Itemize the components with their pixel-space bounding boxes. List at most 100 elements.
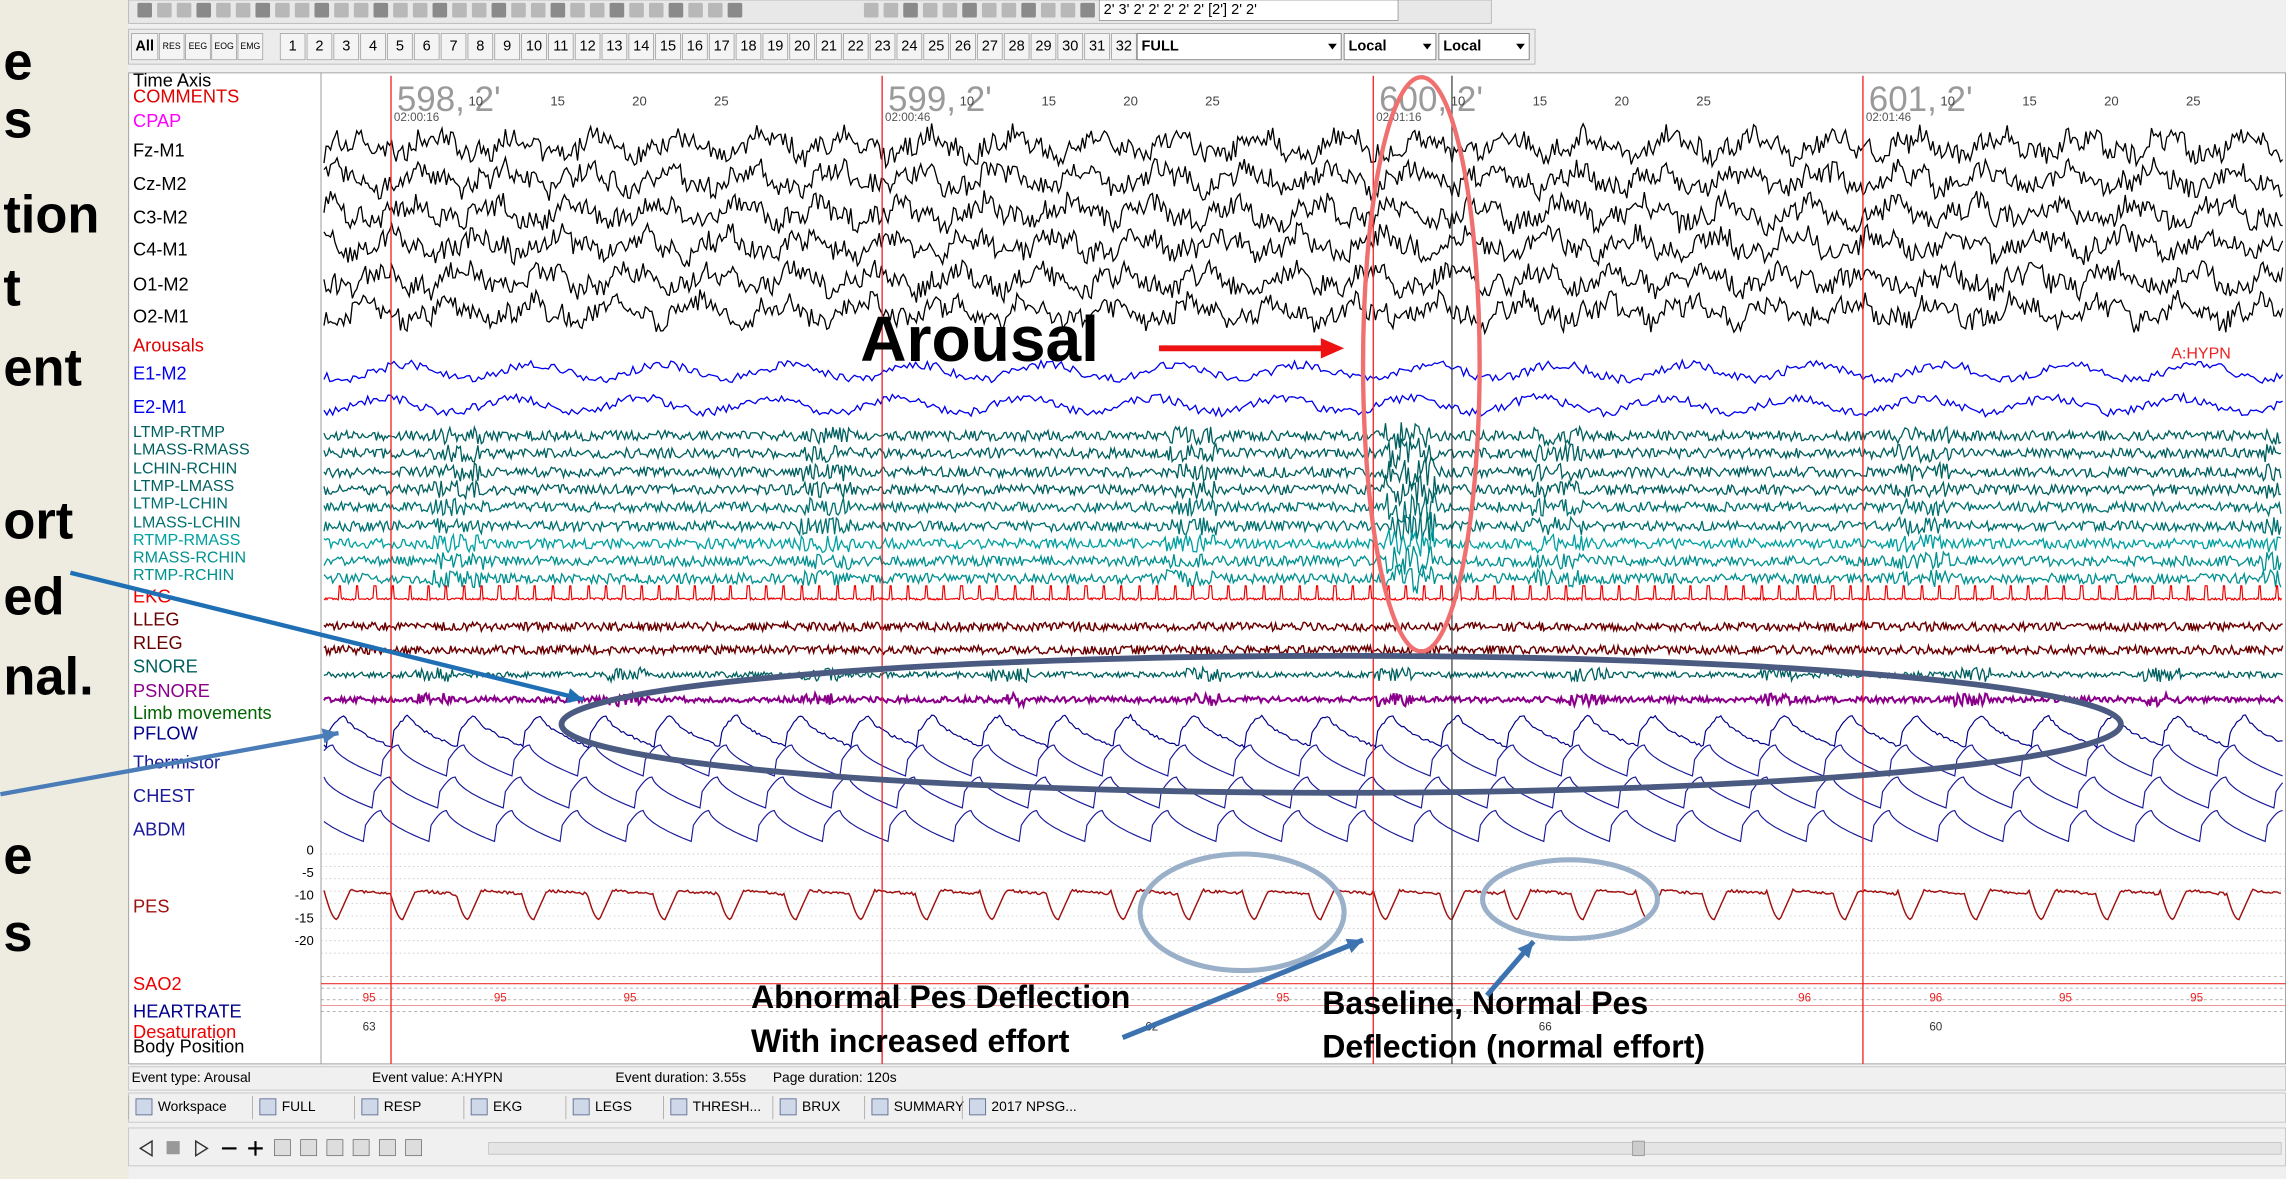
page-button-label[interactable]: 18: [740, 38, 756, 54]
dropdown-value[interactable]: Local: [1443, 38, 1481, 54]
view-button-label[interactable]: EEG: [189, 41, 208, 51]
tab-label[interactable]: SUMMARY: [894, 1098, 964, 1114]
toolbar-icon[interactable]: [669, 3, 684, 18]
page-button-label[interactable]: 23: [874, 38, 890, 54]
zoom-button[interactable]: [301, 1140, 317, 1156]
tab-label[interactable]: EKG: [493, 1098, 522, 1114]
view-button-label[interactable]: All: [135, 38, 154, 54]
toolbar-icon[interactable]: [433, 3, 448, 18]
page-button-label[interactable]: 10: [526, 38, 542, 54]
toolbar-icon[interactable]: [275, 3, 290, 18]
tab-label[interactable]: Workspace: [158, 1098, 227, 1114]
toolbar-icon[interactable]: [982, 3, 997, 18]
tab-label[interactable]: FULL: [282, 1098, 316, 1114]
page-button-label[interactable]: 28: [1009, 38, 1025, 54]
toolbar-icon[interactable]: [137, 3, 152, 18]
toolbar-icon[interactable]: [374, 3, 389, 18]
toolbar-icon[interactable]: [903, 3, 918, 18]
page-button-label[interactable]: 16: [687, 38, 703, 54]
scroll-thumb[interactable]: [1633, 1141, 1645, 1156]
tab-label[interactable]: 2017 NPSG...: [991, 1098, 1076, 1114]
toolbar-icon[interactable]: [531, 3, 546, 18]
page-button-label[interactable]: 25: [928, 38, 944, 54]
toolbar-icon[interactable]: [177, 3, 192, 18]
toolbar-icon[interactable]: [1041, 3, 1056, 18]
toolbar-icon[interactable]: [452, 3, 467, 18]
page-button-label[interactable]: 8: [476, 38, 484, 54]
page-button-label[interactable]: 17: [714, 38, 730, 54]
page-button-label[interactable]: 15: [660, 38, 676, 54]
toolbar-icon[interactable]: [1080, 3, 1095, 18]
toolbar-icon[interactable]: [590, 3, 605, 18]
zoom-button[interactable]: [353, 1140, 369, 1156]
page-button-label[interactable]: 7: [449, 38, 457, 54]
page-button-label[interactable]: 31: [1089, 38, 1105, 54]
page-button-label[interactable]: 14: [633, 38, 649, 54]
toolbar-icon[interactable]: [708, 3, 723, 18]
view-button-label[interactable]: EOG: [214, 41, 234, 51]
toolbar-icon[interactable]: [354, 3, 369, 18]
toolbar-icon[interactable]: [295, 3, 310, 18]
page-button-label[interactable]: 4: [369, 38, 377, 54]
page-button-label[interactable]: 1: [289, 38, 297, 54]
toolbar-icon[interactable]: [864, 3, 879, 18]
page-button-label[interactable]: 30: [1062, 38, 1078, 54]
toolbar-icon[interactable]: [943, 3, 958, 18]
page-button-label[interactable]: 32: [1116, 38, 1132, 54]
toolbar-icon[interactable]: [688, 3, 703, 18]
tab-icon[interactable]: [780, 1099, 796, 1115]
page-button-label[interactable]: 24: [901, 38, 917, 54]
scroll-track[interactable]: [489, 1143, 2282, 1155]
toolbar-icon[interactable]: [962, 3, 977, 18]
page-button-label[interactable]: 22: [848, 38, 864, 54]
toolbar-icon[interactable]: [196, 3, 211, 18]
page-button-label[interactable]: 11: [553, 38, 568, 54]
toolbar-icon[interactable]: [649, 3, 664, 18]
toolbar-icon[interactable]: [236, 3, 251, 18]
toolbar-icon[interactable]: [334, 3, 349, 18]
tab-label[interactable]: THRESH...: [693, 1098, 761, 1114]
toolbar-icon[interactable]: [884, 3, 899, 18]
zoom-button[interactable]: [379, 1140, 395, 1156]
toolbar-icon[interactable]: [492, 3, 507, 18]
toolbar-icon[interactable]: [1002, 3, 1017, 18]
tab-label[interactable]: BRUX: [802, 1098, 840, 1114]
page-button-label[interactable]: 21: [821, 38, 837, 54]
page-button-label[interactable]: 19: [767, 38, 783, 54]
dropdown-value[interactable]: FULL: [1142, 38, 1179, 54]
dropdown-value[interactable]: Local: [1348, 38, 1386, 54]
tab-icon[interactable]: [970, 1099, 986, 1115]
zoom-button[interactable]: [327, 1140, 343, 1156]
page-button-label[interactable]: 12: [580, 38, 596, 54]
tab-icon[interactable]: [671, 1099, 687, 1115]
zoom-button[interactable]: [406, 1140, 422, 1156]
tab-label[interactable]: RESP: [384, 1098, 422, 1114]
toolbar-icon[interactable]: [629, 3, 644, 18]
page-button-label[interactable]: 26: [955, 38, 971, 54]
toolbar-icon[interactable]: [923, 3, 938, 18]
toolbar-icon[interactable]: [570, 3, 585, 18]
view-button-label[interactable]: EMG: [240, 41, 260, 51]
toolbar-icon[interactable]: [610, 3, 625, 18]
tab-icon[interactable]: [573, 1099, 589, 1115]
zoom-button[interactable]: [274, 1140, 290, 1156]
toolbar-icon[interactable]: [216, 3, 231, 18]
page-button-label[interactable]: 29: [1035, 38, 1051, 54]
toolbar-icon[interactable]: [472, 3, 487, 18]
page-button-label[interactable]: 20: [794, 38, 810, 54]
toolbar-icon[interactable]: [1061, 3, 1076, 18]
toolbar-icon[interactable]: [314, 3, 329, 18]
toolbar-icon[interactable]: [393, 3, 408, 18]
toolbar-icon[interactable]: [255, 3, 270, 18]
tab-icon[interactable]: [260, 1099, 276, 1115]
view-button-label[interactable]: RES: [163, 41, 181, 51]
tab-icon[interactable]: [872, 1099, 888, 1115]
toolbar-icon[interactable]: [551, 3, 566, 18]
page-button-label[interactable]: 5: [396, 38, 404, 54]
page-button-label[interactable]: 9: [503, 38, 511, 54]
toolbar-icon[interactable]: [157, 3, 172, 18]
page-button-label[interactable]: 3: [342, 38, 350, 54]
page-button-label[interactable]: 6: [423, 38, 431, 54]
toolbar-icon[interactable]: [511, 3, 526, 18]
toolbar-icon[interactable]: [413, 3, 428, 18]
